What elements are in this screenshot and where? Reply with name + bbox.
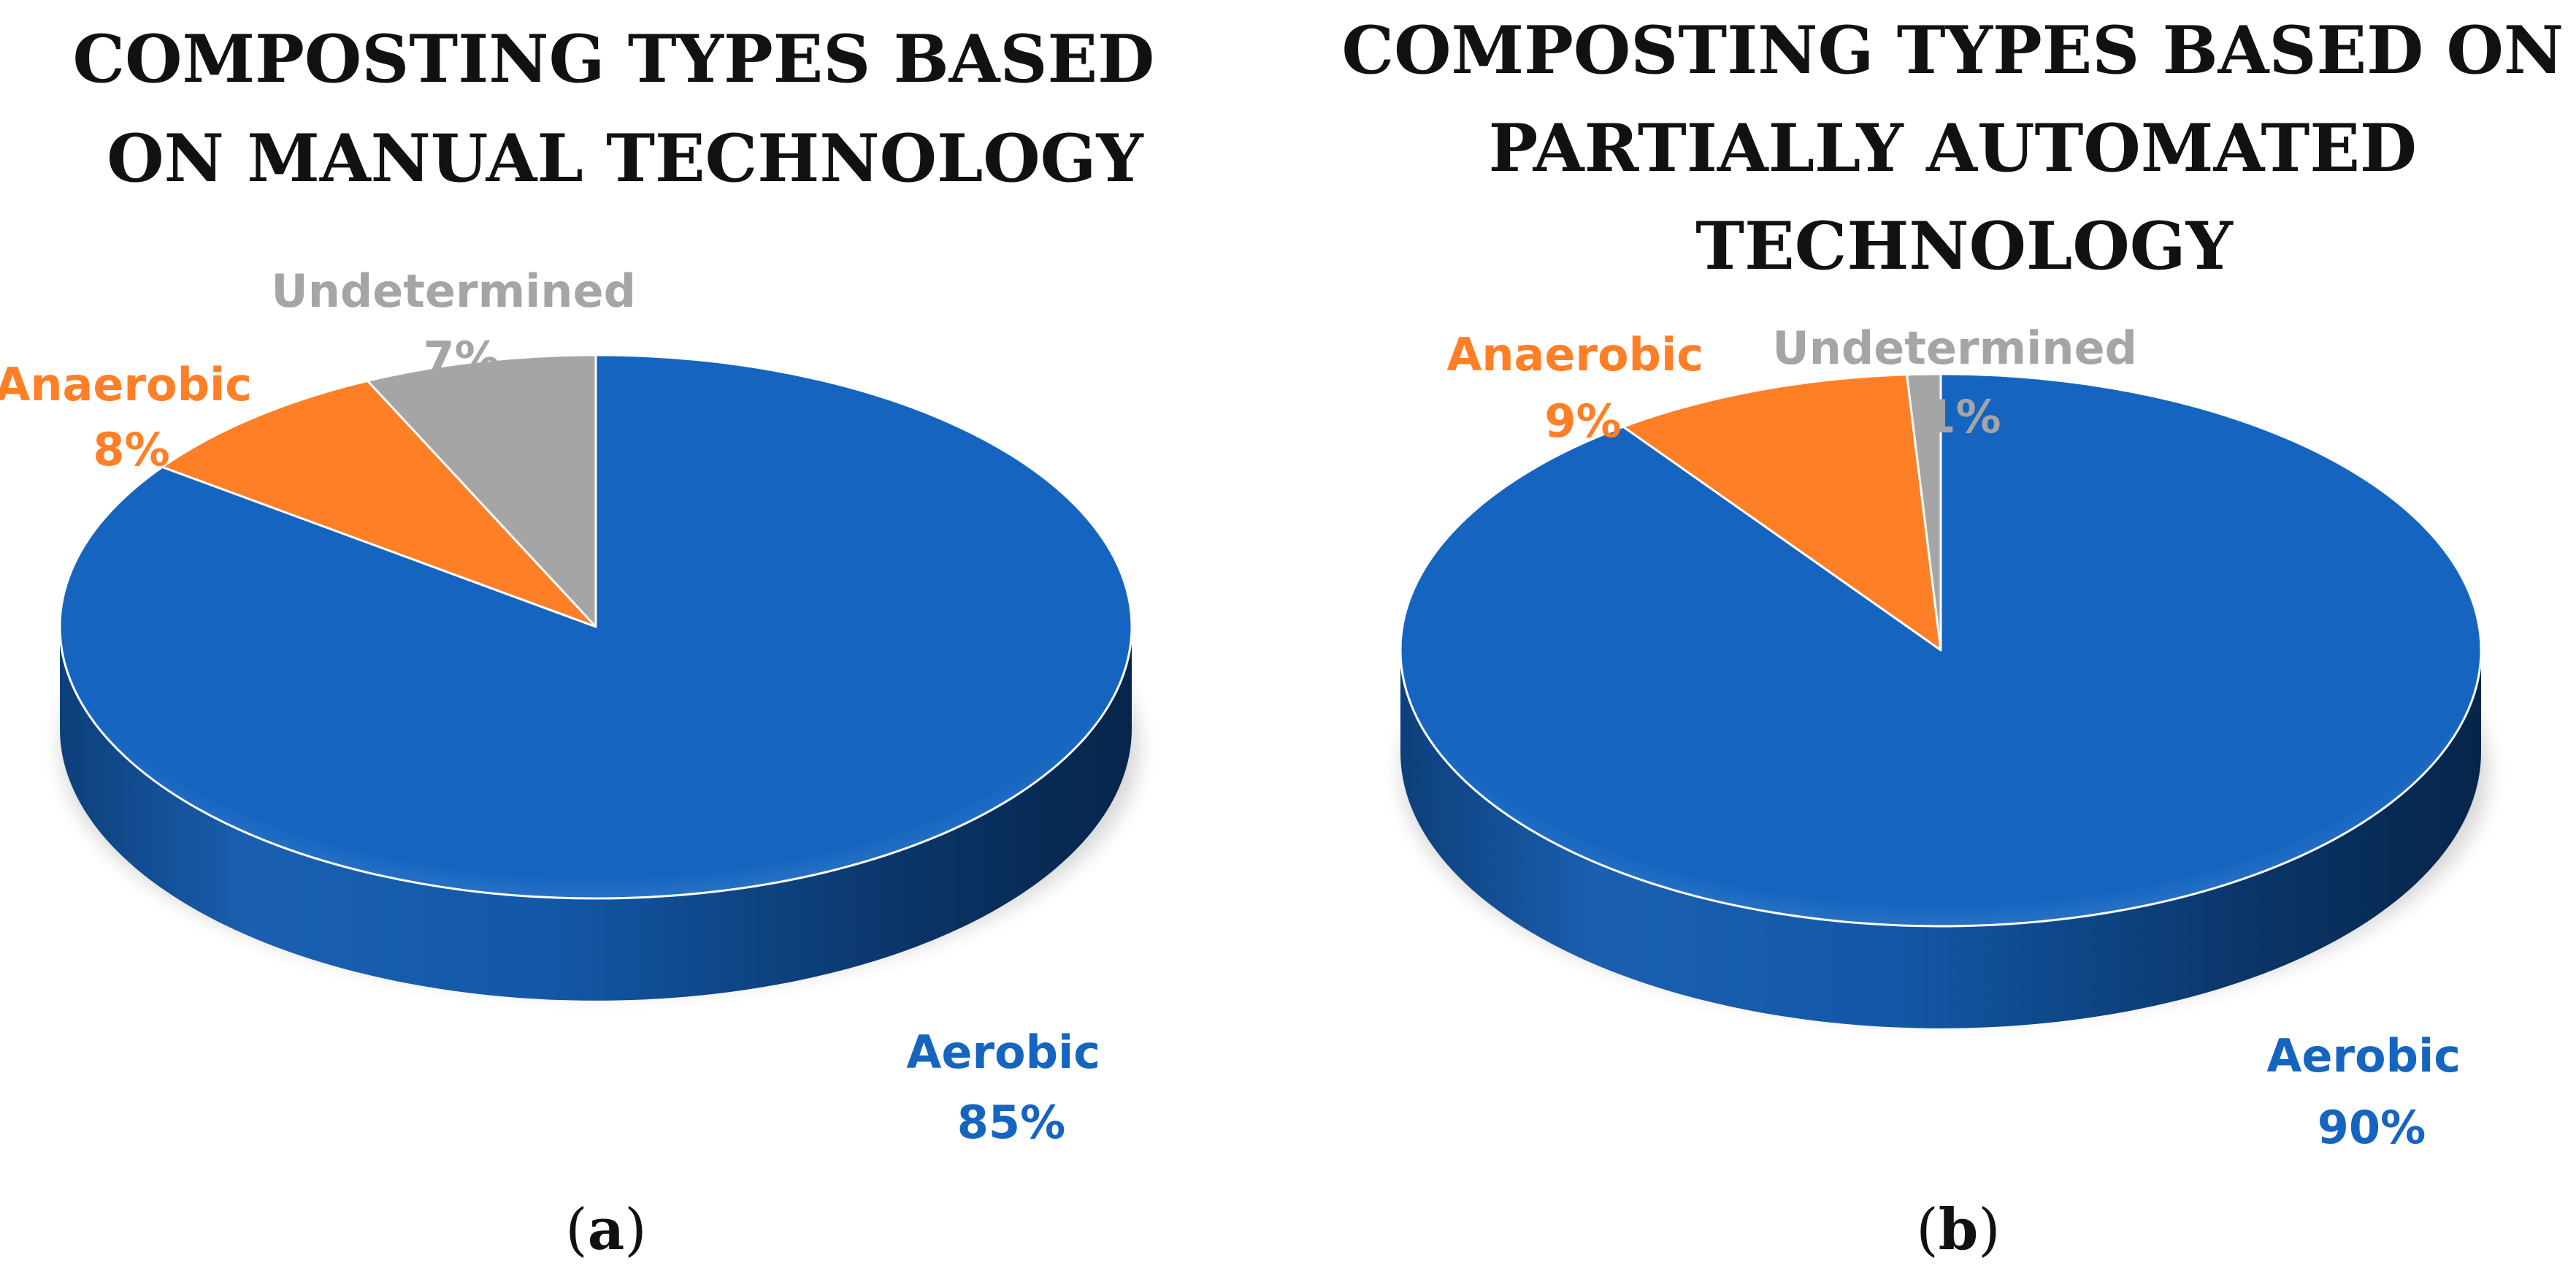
- chart-title-line: ON MANUAL TECHNOLOGY: [107, 120, 1144, 197]
- pie-top-highlight: [1400, 374, 2481, 926]
- pie-chart-manual: COMPOSTING TYPES BASED ON MANUAL TECHNOL…: [0, 20, 1178, 1263]
- slice-value: 1%: [1924, 390, 2001, 443]
- data-label-aerobic: Aerobic 85%: [906, 1026, 1116, 1149]
- slice-name: Aerobic: [2266, 1029, 2461, 1083]
- slice-name: Undetermined: [271, 264, 636, 318]
- data-label-undetermined: Undetermined 1%: [1772, 321, 2153, 443]
- chart-title: COMPOSTING TYPES BASED ON MANUAL TECHNOL…: [73, 20, 1178, 197]
- pie-b: [1399, 373, 2488, 1028]
- chart-title-line: COMPOSTING TYPES BASED: [73, 20, 1155, 98]
- slice-name: Aerobic: [906, 1026, 1100, 1079]
- slice-name: Undetermined: [1772, 321, 2137, 375]
- slice-name: Anaerobic: [1446, 328, 1703, 381]
- slice-value: 7%: [423, 332, 499, 385]
- panel-letter: b: [1939, 1196, 1979, 1263]
- data-label-anaerobic: Anaerobic 8%: [0, 358, 268, 476]
- slice-value: 90%: [2318, 1101, 2426, 1154]
- chart-title-line: TECHNOLOGY: [1695, 207, 2234, 285]
- panel-label: (b): [1916, 1196, 2000, 1263]
- panel-label: (a): [565, 1196, 646, 1263]
- pie-top-highlight: [60, 355, 1132, 898]
- pie-side-wall: [1400, 650, 2481, 1028]
- chart-title: COMPOSTING TYPES BASED ON PARTIALLY AUTO…: [1342, 12, 2576, 285]
- chart-title-line: PARTIALLY AUTOMATED: [1489, 110, 2417, 187]
- chart-title-line: COMPOSTING TYPES BASED ON: [1342, 12, 2564, 89]
- slice-value: 8%: [93, 423, 169, 476]
- data-label-undetermined: Undetermined 7%: [271, 264, 651, 385]
- slice-name: Anaerobic: [0, 358, 252, 411]
- data-label-aerobic: Aerobic 90%: [2266, 1029, 2476, 1154]
- slice-value: 85%: [957, 1096, 1065, 1149]
- panel-letter: a: [588, 1196, 625, 1263]
- pie-a: [58, 354, 1139, 1001]
- slice-value: 9%: [1544, 394, 1621, 448]
- pie-chart-partially-automated: COMPOSTING TYPES BASED ON PARTIALLY AUTO…: [1342, 12, 2576, 1263]
- pie-side-wall: [60, 627, 1132, 1001]
- data-label-anaerobic: Anaerobic 9%: [1446, 328, 1719, 448]
